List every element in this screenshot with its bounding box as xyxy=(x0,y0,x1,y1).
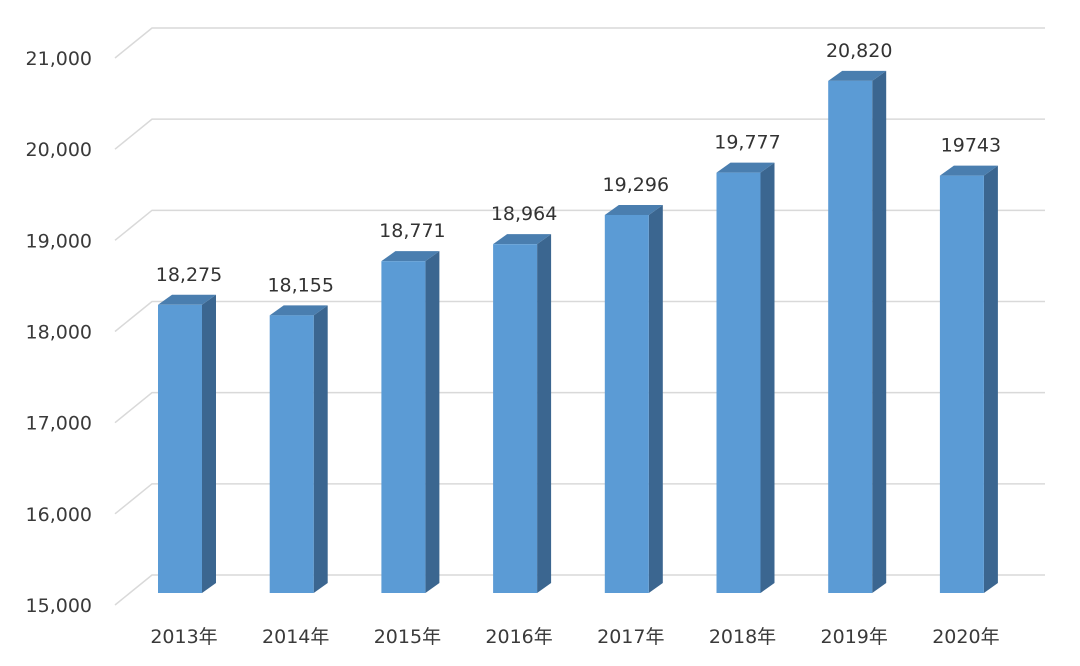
data-label: 18,771 xyxy=(379,220,445,242)
x-category-label: 2020年 xyxy=(932,626,999,648)
gridline xyxy=(114,391,1045,424)
y-tick-label: 18,000 xyxy=(26,322,92,344)
data-label: 18,275 xyxy=(156,264,222,286)
x-category-label: 2014年 xyxy=(262,626,329,648)
bar-top xyxy=(939,165,998,176)
data-label: 19,296 xyxy=(603,174,669,196)
bar xyxy=(828,70,887,594)
bar xyxy=(939,165,998,593)
bar-top xyxy=(158,294,216,305)
bar-top xyxy=(716,162,775,173)
gridline xyxy=(114,209,1045,241)
y-tick-label: 21,000 xyxy=(26,48,92,70)
x-category-label: 2013年 xyxy=(150,626,217,648)
bar-front xyxy=(269,315,314,593)
x-category-label: 2019年 xyxy=(821,626,888,648)
gridline xyxy=(114,27,1045,59)
bar-side xyxy=(202,294,216,593)
y-axis-tick-labels: 15,000 16,000 17,000 18,000 19,000 20,000 21,0… xyxy=(26,48,92,617)
bar xyxy=(604,204,663,593)
x-category-label: 2015年 xyxy=(374,626,441,648)
bar-front xyxy=(716,172,761,593)
y-tick-label: 16,000 xyxy=(26,504,92,526)
bar xyxy=(381,251,440,594)
gridline xyxy=(114,574,1045,606)
bar-top xyxy=(269,305,328,316)
bar-side xyxy=(313,305,328,593)
bars xyxy=(158,70,998,594)
bar-front xyxy=(604,214,649,593)
bar-side xyxy=(760,162,775,593)
gridline xyxy=(114,483,1045,515)
gridline xyxy=(114,300,1045,333)
data-labels: 18,275 18,155 18,771 18,964 19,296 19,777 20,8… xyxy=(156,40,1001,297)
bar-side xyxy=(648,204,663,593)
bar-side xyxy=(872,70,887,594)
bar xyxy=(269,305,328,593)
x-category-label: 2017年 xyxy=(597,626,664,648)
gridlines xyxy=(114,27,1045,606)
bar-top xyxy=(604,204,663,215)
bar-top xyxy=(493,234,552,245)
data-label: 20,820 xyxy=(826,40,892,62)
bar-front xyxy=(493,244,538,593)
data-label: 19743 xyxy=(941,135,1001,157)
x-category-label: 2018年 xyxy=(709,626,776,648)
bar-top xyxy=(828,70,887,81)
x-axis-category-labels: 2013年 2014年 2015年 2016年 2017年 2018年 2019年 2020年 xyxy=(150,626,999,648)
bar-front xyxy=(828,80,873,594)
y-tick-label: 15,000 xyxy=(26,595,92,617)
data-label: 19,777 xyxy=(714,132,780,154)
bar-front xyxy=(381,261,426,593)
y-tick-label: 20,000 xyxy=(26,139,92,161)
y-tick-label: 17,000 xyxy=(26,413,92,435)
bar-side xyxy=(983,165,998,593)
gridline xyxy=(114,118,1045,150)
data-label: 18,155 xyxy=(267,274,333,296)
bar-front xyxy=(939,175,984,593)
bar-front xyxy=(158,304,202,593)
bar-side xyxy=(537,234,552,593)
x-category-label: 2016年 xyxy=(485,626,552,648)
bar xyxy=(716,162,775,593)
y-tick-label: 19,000 xyxy=(26,230,92,252)
data-label: 18,964 xyxy=(491,203,557,225)
bar xyxy=(158,294,216,593)
bar xyxy=(493,234,552,593)
bar-top xyxy=(381,251,440,262)
bar-side xyxy=(425,251,440,594)
